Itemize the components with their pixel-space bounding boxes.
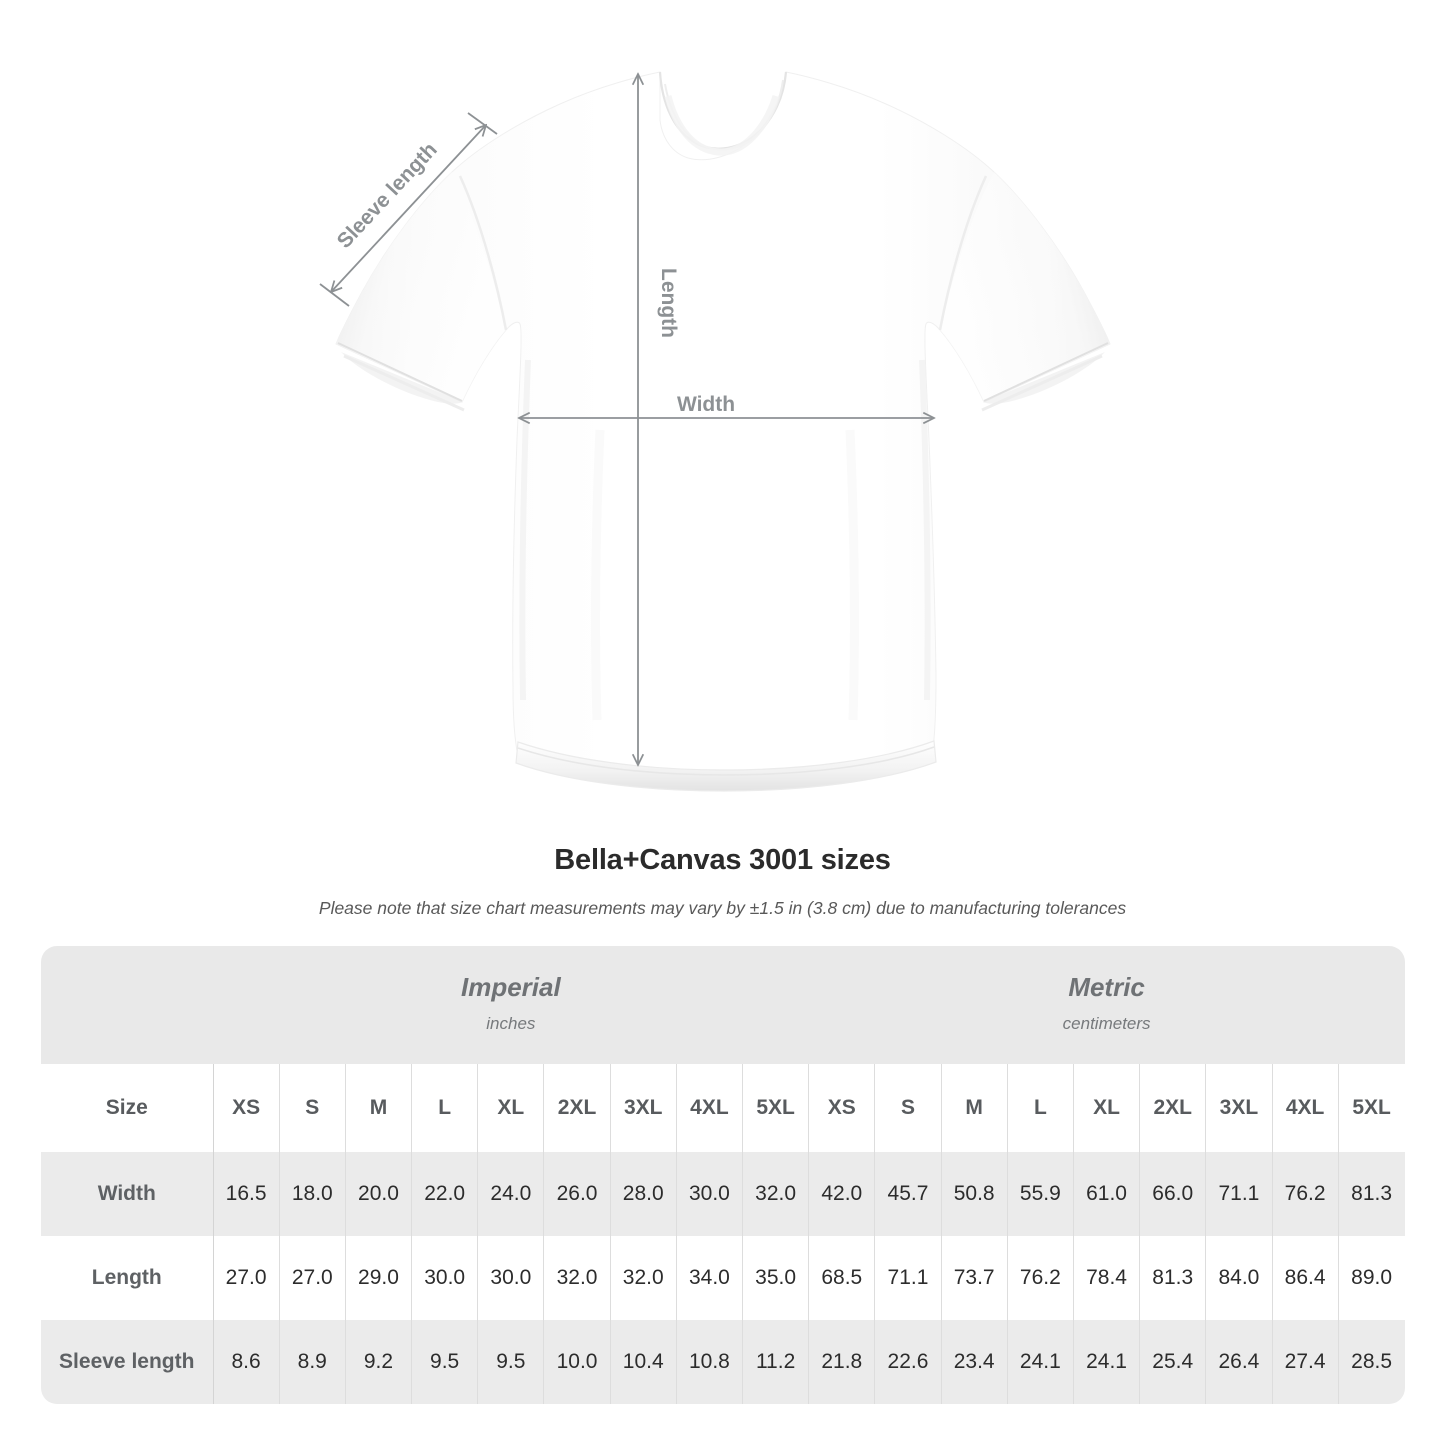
value-cell: 29.0 (344, 1236, 412, 1320)
value-cell: 61.0 (1072, 1152, 1140, 1236)
value-cell: 25.4 (1139, 1320, 1206, 1404)
size-header-cell: 3XL (609, 1064, 677, 1152)
value-cell: 8.6 (212, 1320, 280, 1404)
value-cell: 89.0 (1337, 1236, 1405, 1320)
value-cell: 9.5 (411, 1320, 478, 1404)
size-header-cell: S (278, 1064, 346, 1152)
size-header-cell: XS (212, 1064, 280, 1152)
value-cell: 18.0 (278, 1152, 346, 1236)
value-cell: 42.0 (808, 1152, 875, 1236)
size-header-cell: L (1006, 1064, 1074, 1152)
value-cell: 81.3 (1337, 1152, 1405, 1236)
unit-metric-name: Metric (1068, 972, 1145, 1002)
tolerance-note: Please note that size chart measurements… (318, 898, 1127, 918)
value-cell: 24.0 (477, 1152, 544, 1236)
tshirt-diagram: Sleeve length Length Width (319, 71, 1111, 792)
size-header-cell: 3XL (1205, 1064, 1273, 1152)
value-cell: 71.1 (1205, 1152, 1273, 1236)
value-cell: 22.6 (874, 1320, 942, 1404)
value-cell: 9.5 (477, 1320, 544, 1404)
value-cell: 9.2 (344, 1320, 412, 1404)
value-cell: 78.4 (1072, 1236, 1140, 1320)
value-cell: 24.1 (1006, 1320, 1074, 1404)
value-cell: 10.0 (543, 1320, 611, 1404)
size-header-cell: M (940, 1064, 1008, 1152)
value-cell: 27.0 (212, 1236, 280, 1320)
value-cell: 32.0 (609, 1236, 677, 1320)
size-header-cell: S (874, 1064, 942, 1152)
value-cell: 28.5 (1337, 1320, 1405, 1404)
value-cell: 24.1 (1072, 1320, 1140, 1404)
unit-group-imperial: Imperial inches (213, 946, 809, 1064)
unit-spacer-cell (41, 946, 213, 1064)
value-cell: 10.4 (609, 1320, 677, 1404)
value-cell: 32.0 (741, 1152, 809, 1236)
size-header-cell: 2XL (543, 1064, 611, 1152)
value-cell: 27.4 (1271, 1320, 1339, 1404)
size-header-cell: L (411, 1064, 478, 1152)
row-label-width: Width (41, 1152, 213, 1236)
size-header-cell: 4XL (675, 1064, 743, 1152)
value-cell: 11.2 (741, 1320, 809, 1404)
size-header-cell: M (344, 1064, 412, 1152)
page-title: Bella+Canvas 3001 sizes (554, 844, 891, 876)
value-cell: 45.7 (874, 1152, 942, 1236)
tshirt-body-shape (335, 71, 1111, 792)
size-header-cell: XS (808, 1064, 875, 1152)
size-header-cell: 5XL (1337, 1064, 1405, 1152)
unit-imperial-sub: inches (486, 1014, 536, 1033)
value-cell: 21.8 (808, 1320, 875, 1404)
length-label: Length (657, 268, 680, 338)
value-cell: 76.2 (1006, 1236, 1074, 1320)
value-cell: 50.8 (940, 1152, 1008, 1236)
unit-imperial-name: Imperial (460, 972, 561, 1002)
table-row-size: Size XS S M L XL 2XL 3XL 4XL 5XL XS S M … (41, 1064, 1405, 1152)
row-label-length: Length (41, 1236, 213, 1320)
size-header-cell: 5XL (741, 1064, 809, 1152)
row-label-sleeve-length: Sleeve length (41, 1320, 213, 1404)
value-cell: 23.4 (940, 1320, 1008, 1404)
value-cell: 34.0 (675, 1236, 743, 1320)
size-header-cell: XL (1072, 1064, 1140, 1152)
width-label: Width (677, 393, 735, 416)
row-label-size: Size (41, 1064, 213, 1152)
value-cell: 26.0 (543, 1152, 611, 1236)
unit-metric-sub: centimeters (1062, 1014, 1151, 1033)
value-cell: 26.4 (1205, 1320, 1273, 1404)
unit-group-metric: Metric centimeters (808, 946, 1405, 1064)
value-cell: 86.4 (1271, 1236, 1339, 1320)
title-block: Bella+Canvas 3001 sizes Please note that… (0, 840, 1445, 920)
value-cell: 32.0 (543, 1236, 611, 1320)
unit-header-row: Imperial inches Metric centimeters (41, 946, 1405, 1064)
tshirt-illustration: Sleeve length Length Width (319, 71, 1111, 792)
value-cell: 10.8 (675, 1320, 743, 1404)
value-cell: 71.1 (874, 1236, 942, 1320)
size-chart-table-wrapper: Imperial inches Metric centimeters Size … (41, 946, 1405, 1404)
value-cell: 73.7 (940, 1236, 1008, 1320)
value-cell: 35.0 (741, 1236, 809, 1320)
width-dimension: Width (519, 393, 934, 418)
value-cell: 81.3 (1139, 1236, 1206, 1320)
value-cell: 20.0 (344, 1152, 412, 1236)
table-row-width: Width 16.5 18.0 20.0 22.0 24.0 26.0 28.0… (41, 1152, 1405, 1236)
size-header-cell: 4XL (1271, 1064, 1339, 1152)
value-cell: 30.0 (675, 1152, 743, 1236)
value-cell: 22.0 (411, 1152, 478, 1236)
value-cell: 84.0 (1205, 1236, 1273, 1320)
table-row-sleeve-length: Sleeve length 8.6 8.9 9.2 9.5 9.5 10.0 1… (41, 1320, 1405, 1404)
value-cell: 68.5 (808, 1236, 875, 1320)
value-cell: 8.9 (278, 1320, 346, 1404)
size-header-cell: XL (477, 1064, 544, 1152)
table-row-length: Length 27.0 27.0 29.0 30.0 30.0 32.0 32.… (41, 1236, 1405, 1320)
value-cell: 30.0 (477, 1236, 544, 1320)
size-header-cell: 2XL (1139, 1064, 1206, 1152)
value-cell: 27.0 (278, 1236, 346, 1320)
value-cell: 76.2 (1271, 1152, 1339, 1236)
value-cell: 16.5 (212, 1152, 280, 1236)
value-cell: 55.9 (1006, 1152, 1074, 1236)
size-chart-table: Imperial inches Metric centimeters Size … (41, 946, 1405, 1404)
value-cell: 30.0 (411, 1236, 478, 1320)
value-cell: 28.0 (609, 1152, 677, 1236)
value-cell: 66.0 (1139, 1152, 1206, 1236)
